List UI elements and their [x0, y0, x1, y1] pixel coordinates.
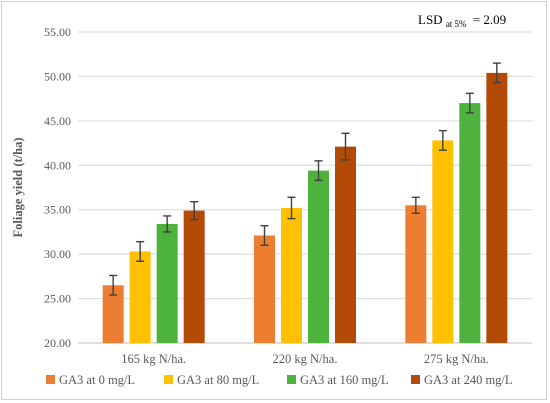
y-axis-ticks: 20.00 25.00 30.00 35.00 40.00 45.00 50.00 55.00 [44, 25, 71, 350]
x-axis-categories: 165 kg N/ha. 220 kg N/ha. 275 kg N/ha. [121, 352, 489, 366]
y-axis-label: Foliage yield (t/ha) [11, 138, 25, 238]
y-tick-label: 20.00 [44, 336, 71, 350]
legend-swatch [287, 375, 296, 384]
bar [281, 207, 302, 343]
bar [405, 205, 427, 343]
bar [486, 72, 508, 344]
annotation-main: LSD [418, 12, 443, 27]
bar [308, 170, 329, 343]
x-category-label: 220 kg N/ha. [273, 352, 338, 366]
bar [335, 146, 356, 343]
y-tick-label: 25.00 [44, 292, 71, 306]
bar [432, 140, 454, 343]
error-bars [109, 62, 501, 296]
gridlines [78, 31, 532, 344]
bar [102, 285, 124, 343]
legend-label: GA3 at 80 mg/L [177, 373, 259, 387]
bars [102, 72, 508, 344]
bar [129, 251, 151, 343]
lsd-annotation: LSD at 5% = 2.09 [418, 12, 506, 30]
annotation-sub: at 5% [446, 19, 467, 29]
bar [183, 210, 205, 343]
legend-label: GA3 at 0 mg/L [59, 373, 135, 387]
legend: GA3 at 0 mg/L GA3 at 80 mg/L GA3 at 160 mg… [46, 373, 513, 387]
y-tick-label: 50.00 [44, 69, 71, 83]
y-tick-label: 45.00 [44, 114, 71, 128]
y-tick-label: 30.00 [44, 247, 71, 261]
legend-swatch [411, 375, 420, 384]
annotation-value: = 2.09 [473, 12, 506, 27]
y-tick-label: 55.00 [44, 25, 71, 39]
legend-label: GA3 at 240 mg/L [424, 373, 513, 387]
x-category-label: 165 kg N/ha. [121, 352, 186, 366]
bar [156, 223, 178, 343]
legend-swatch [164, 375, 173, 384]
bar [254, 235, 275, 343]
legend-label: GA3 at 160 mg/L [300, 373, 389, 387]
bar [459, 103, 481, 343]
y-tick-label: 35.00 [44, 203, 71, 217]
y-tick-label: 40.00 [44, 158, 71, 172]
legend-swatch [46, 375, 55, 384]
x-category-label: 275 kg N/ha. [424, 352, 489, 366]
svg-text:LSD at 5% = 2.09: LSD at 5% = 2.09 [418, 12, 506, 30]
